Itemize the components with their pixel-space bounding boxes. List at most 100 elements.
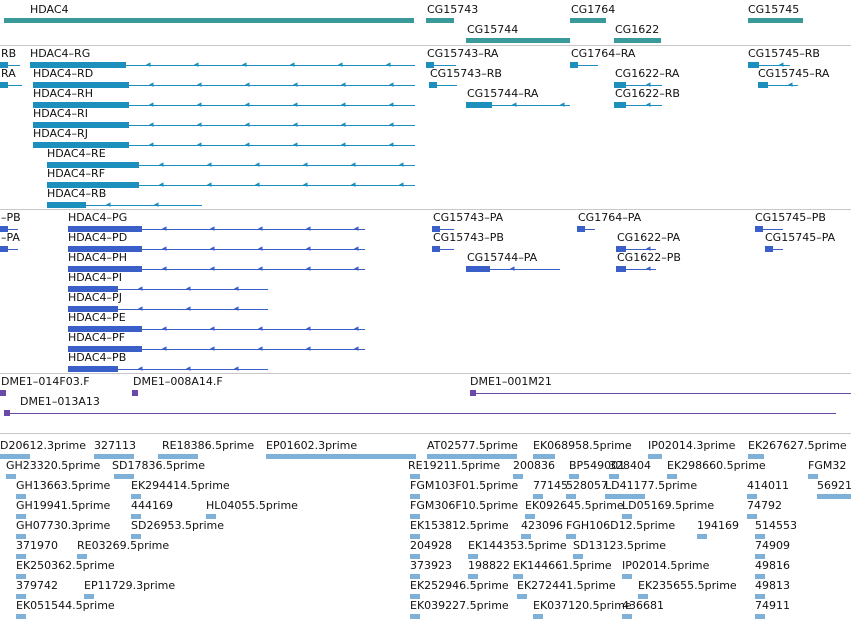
est-feature[interactable] [747, 494, 757, 499]
transcript-feature[interactable] [33, 105, 415, 106]
transcript-feature[interactable] [466, 269, 560, 270]
est-feature[interactable] [755, 554, 765, 559]
transcript-feature[interactable] [47, 165, 415, 166]
clone-feature[interactable] [4, 413, 836, 414]
est-feature[interactable] [410, 594, 420, 599]
est-feature[interactable] [808, 474, 818, 479]
est-feature[interactable] [622, 514, 632, 519]
est-feature[interactable] [410, 614, 420, 619]
est-feature[interactable] [94, 454, 134, 459]
est-feature[interactable] [747, 514, 757, 519]
transcript-feature[interactable] [33, 85, 415, 86]
est-feature[interactable] [755, 594, 765, 599]
est-feature[interactable] [410, 514, 420, 519]
transcript-feature[interactable] [30, 65, 415, 66]
transcript-feature[interactable] [577, 229, 595, 230]
est-feature[interactable] [84, 594, 94, 599]
transcript-feature[interactable] [47, 205, 202, 206]
transcript-feature[interactable] [68, 249, 365, 250]
est-feature[interactable] [533, 454, 555, 459]
est-feature[interactable] [16, 574, 26, 579]
gene-feature[interactable] [748, 18, 803, 23]
transcript-feature[interactable] [614, 85, 662, 86]
transcript-feature[interactable] [33, 125, 415, 126]
transcript-feature[interactable] [0, 249, 18, 250]
est-feature[interactable] [410, 474, 420, 479]
est-feature[interactable] [410, 494, 420, 499]
transcript-feature[interactable] [748, 65, 790, 66]
est-feature[interactable] [521, 534, 531, 539]
transcript-feature[interactable] [570, 65, 598, 66]
est-feature[interactable] [513, 474, 523, 479]
est-feature[interactable] [748, 454, 764, 459]
est-feature[interactable] [16, 594, 26, 599]
est-feature[interactable] [517, 594, 527, 599]
est-feature[interactable] [566, 494, 576, 499]
gene-feature[interactable] [466, 38, 570, 43]
transcript-feature[interactable] [614, 105, 662, 106]
transcript-feature[interactable] [0, 85, 22, 86]
est-feature[interactable] [468, 554, 478, 559]
transcript-feature[interactable] [758, 85, 798, 86]
est-feature[interactable] [513, 574, 523, 579]
transcript-feature[interactable] [429, 85, 457, 86]
est-feature[interactable] [16, 534, 26, 539]
est-feature[interactable] [609, 474, 619, 479]
est-feature[interactable] [648, 454, 662, 459]
transcript-feature[interactable] [68, 289, 268, 290]
transcript-feature[interactable] [466, 105, 570, 106]
est-feature[interactable] [622, 574, 632, 579]
est-feature[interactable] [410, 574, 420, 579]
transcript-feature[interactable] [68, 309, 268, 310]
est-feature[interactable] [569, 474, 579, 479]
est-feature[interactable] [533, 494, 543, 499]
gene-feature[interactable] [614, 38, 661, 43]
est-feature[interactable] [755, 614, 765, 619]
est-feature[interactable] [131, 514, 141, 519]
est-feature[interactable] [755, 534, 765, 539]
transcript-feature[interactable] [432, 249, 454, 250]
est-feature[interactable] [605, 494, 645, 499]
est-feature[interactable] [817, 494, 851, 499]
transcript-feature[interactable] [0, 65, 20, 66]
est-feature[interactable] [16, 614, 26, 619]
transcript-feature[interactable] [68, 349, 365, 350]
est-feature[interactable] [114, 474, 134, 479]
est-feature[interactable] [638, 594, 648, 599]
transcript-feature[interactable] [616, 249, 656, 250]
est-feature[interactable] [16, 514, 26, 519]
transcript-feature[interactable] [765, 249, 783, 250]
est-feature[interactable] [667, 474, 677, 479]
transcript-feature[interactable] [68, 229, 365, 230]
est-feature[interactable] [0, 454, 30, 459]
est-feature[interactable] [525, 514, 535, 519]
est-feature[interactable] [697, 534, 707, 539]
est-feature[interactable] [533, 614, 543, 619]
transcript-feature[interactable] [68, 369, 268, 370]
est-feature[interactable] [158, 454, 198, 459]
est-feature[interactable] [573, 554, 583, 559]
est-feature[interactable] [206, 514, 216, 519]
est-feature[interactable] [6, 474, 16, 479]
transcript-feature[interactable] [33, 145, 415, 146]
est-feature[interactable] [410, 554, 420, 559]
est-feature[interactable] [266, 454, 416, 459]
transcript-feature[interactable] [68, 329, 365, 330]
est-feature[interactable] [410, 534, 420, 539]
est-feature[interactable] [131, 494, 141, 499]
est-feature[interactable] [16, 494, 26, 499]
gene-feature[interactable] [4, 18, 414, 23]
transcript-feature[interactable] [755, 229, 783, 230]
gene-feature[interactable] [426, 18, 454, 23]
est-feature[interactable] [131, 534, 141, 539]
est-feature[interactable] [755, 574, 765, 579]
transcript-feature[interactable] [426, 65, 456, 66]
est-feature[interactable] [77, 554, 87, 559]
est-feature[interactable] [622, 614, 632, 619]
est-feature[interactable] [468, 574, 478, 579]
est-feature[interactable] [427, 454, 517, 459]
est-feature[interactable] [16, 554, 26, 559]
transcript-feature[interactable] [432, 229, 454, 230]
gene-feature[interactable] [570, 18, 606, 23]
transcript-feature[interactable] [616, 269, 656, 270]
